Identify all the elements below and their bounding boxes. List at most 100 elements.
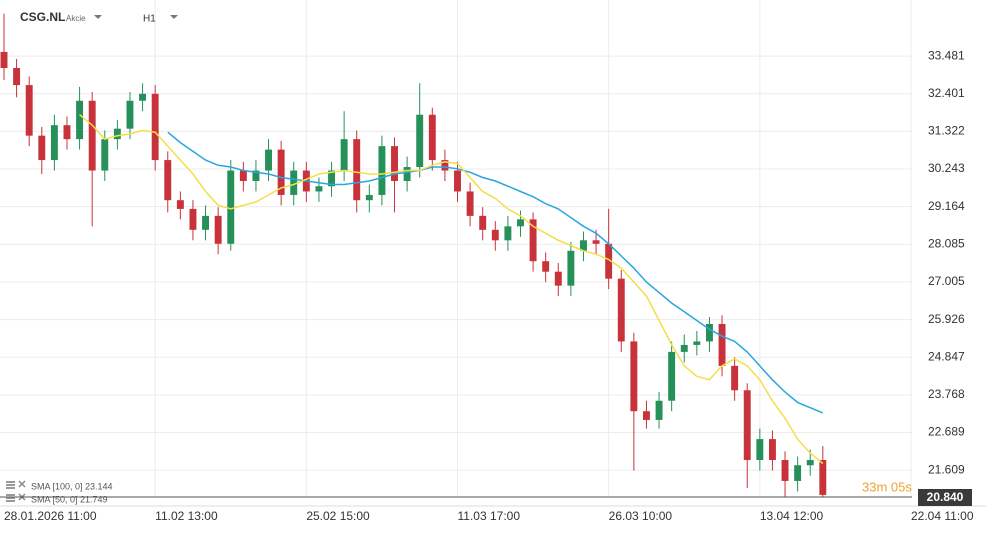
candle-body bbox=[403, 167, 411, 181]
candle-body bbox=[756, 439, 764, 461]
candle-body bbox=[819, 460, 827, 495]
candle-body bbox=[718, 324, 726, 366]
candle-body bbox=[491, 229, 499, 241]
y-tick-label: 21.609 bbox=[928, 462, 965, 476]
candle-body bbox=[101, 139, 109, 171]
candle-body bbox=[642, 411, 650, 420]
interval-dropdown[interactable] bbox=[170, 15, 178, 19]
candle-body bbox=[768, 439, 776, 461]
legend-icons bbox=[6, 480, 26, 502]
x-tick-label: 22.04 11:00 bbox=[911, 509, 974, 523]
legend-entry: SMA [50, 0] 21.749 bbox=[31, 494, 108, 504]
candle-body bbox=[466, 191, 474, 216]
symbol[interactable]: CSG.NL bbox=[20, 10, 65, 24]
candle-body bbox=[0, 51, 8, 68]
x-tick-label: 25.02 15:00 bbox=[306, 509, 370, 523]
candle-body bbox=[454, 170, 461, 192]
last-price-label: 20.840 bbox=[927, 490, 964, 504]
candle-body bbox=[554, 271, 562, 286]
candle-body bbox=[290, 170, 298, 195]
candle-body bbox=[605, 243, 613, 279]
candle-body bbox=[239, 170, 247, 181]
candle-body bbox=[617, 278, 625, 342]
candle-body bbox=[265, 149, 273, 171]
plot bbox=[0, 13, 827, 497]
interval[interactable]: H1 bbox=[143, 14, 156, 25]
candle-body bbox=[126, 100, 134, 129]
y-tick-label: 24.847 bbox=[928, 349, 965, 363]
candle-body bbox=[479, 215, 487, 230]
candle-body bbox=[328, 170, 335, 187]
y-tick-label: 31.322 bbox=[928, 124, 965, 138]
y-tick-label: 22.689 bbox=[928, 425, 965, 439]
legend-entry: SMA [100, 0] 23.144 bbox=[31, 481, 113, 491]
candle-body bbox=[391, 146, 398, 181]
candle-body bbox=[227, 170, 235, 244]
sma-line bbox=[79, 114, 824, 465]
y-tick-label: 27.005 bbox=[928, 274, 965, 288]
candle-body bbox=[151, 93, 159, 161]
candle-body bbox=[680, 344, 688, 352]
y-tick-label: 28.085 bbox=[928, 236, 965, 250]
sma-line bbox=[167, 131, 824, 414]
candle-body bbox=[743, 390, 751, 461]
candle-body bbox=[668, 351, 676, 401]
candle-body bbox=[353, 139, 361, 201]
candle-body bbox=[315, 186, 323, 192]
candle-body bbox=[693, 341, 701, 345]
candle-body bbox=[88, 100, 96, 171]
y-tick-label: 29.164 bbox=[928, 199, 965, 213]
candle-body bbox=[441, 160, 449, 171]
y-tick-label: 25.926 bbox=[928, 312, 965, 326]
x-tick-label: 11.03 17:00 bbox=[458, 509, 521, 523]
candle-body bbox=[13, 67, 21, 86]
candle-body bbox=[202, 215, 210, 230]
x-tick-label: 26.03 10:00 bbox=[609, 509, 673, 523]
candle-body bbox=[38, 135, 46, 161]
candle-body bbox=[567, 250, 575, 286]
candle-body bbox=[277, 149, 285, 195]
y-tick-label: 32.401 bbox=[928, 86, 965, 100]
candle-body bbox=[340, 139, 348, 171]
candle-body bbox=[416, 114, 424, 168]
candle-body bbox=[542, 261, 550, 272]
candle-body bbox=[592, 240, 600, 244]
candle-body bbox=[214, 215, 222, 244]
y-tick-label: 33.481 bbox=[928, 48, 965, 62]
candle-body bbox=[365, 194, 373, 201]
candle-body bbox=[794, 465, 802, 481]
candle-body bbox=[252, 170, 260, 181]
candle-body bbox=[529, 219, 537, 262]
candle-body bbox=[164, 160, 172, 201]
grid bbox=[0, 0, 912, 497]
candle-body bbox=[189, 208, 197, 230]
candle-body bbox=[76, 100, 84, 140]
candle-body bbox=[517, 219, 524, 227]
candle-body bbox=[378, 146, 386, 195]
candle-body bbox=[113, 128, 121, 140]
y-tick-label: 30.243 bbox=[928, 161, 965, 175]
candle-body bbox=[655, 400, 663, 420]
candle-body bbox=[580, 240, 587, 251]
candle-body bbox=[731, 365, 739, 391]
candle-body bbox=[139, 93, 147, 101]
x-tick-label: 28.01.2026 11:00 bbox=[4, 509, 97, 523]
candle-body bbox=[63, 125, 71, 140]
symbol-dropdown[interactable] bbox=[94, 15, 102, 19]
candle-body bbox=[630, 341, 638, 412]
candle-body bbox=[428, 114, 436, 161]
countdown: 33m 05s bbox=[862, 479, 912, 494]
x-tick-label: 13.04 12:00 bbox=[760, 509, 824, 523]
last-price-box bbox=[918, 489, 972, 506]
x-tick-label: 11.02 13:00 bbox=[155, 509, 218, 523]
candle-body bbox=[781, 460, 789, 481]
candle-body bbox=[25, 85, 33, 136]
candle-body bbox=[504, 226, 512, 241]
candle-body bbox=[806, 460, 814, 466]
candle-body bbox=[705, 324, 713, 342]
asset-class: Akcie bbox=[66, 14, 86, 23]
y-tick-label: 23.768 bbox=[928, 387, 965, 401]
candle-body bbox=[50, 125, 58, 161]
